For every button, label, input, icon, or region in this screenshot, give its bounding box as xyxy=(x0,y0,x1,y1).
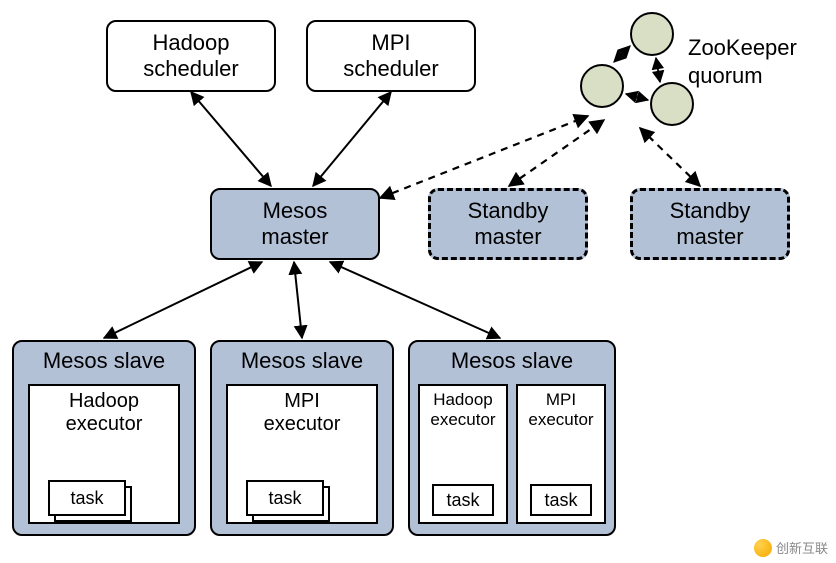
task-0-0-0: task xyxy=(48,480,126,516)
task-1-0-0: task xyxy=(246,480,324,516)
zookeeper-node-1 xyxy=(580,64,624,108)
executor-2-0-label: Hadoopexecutor xyxy=(430,390,495,430)
task-2-0-0: task xyxy=(432,484,494,516)
mesos-slave-2-title: Mesos slave xyxy=(410,348,614,374)
hadoop-sched: Hadoopscheduler xyxy=(106,20,276,92)
standby1: Standbymaster xyxy=(428,188,588,260)
executor-2-1-label: MPIexecutor xyxy=(528,390,593,430)
watermark-text: 创新互联 xyxy=(776,538,828,557)
watermark-logo-icon xyxy=(754,539,772,557)
watermark: 创新互联 xyxy=(754,538,828,557)
mpi-sched-label: MPIscheduler xyxy=(343,30,438,83)
task-2-1-0: task xyxy=(530,484,592,516)
standby2: Standbymaster xyxy=(630,188,790,260)
standby1-label: Standbymaster xyxy=(468,198,549,251)
executor-0-0-label: Hadoopexecutor xyxy=(66,390,143,436)
executor-1-0-label: MPIexecutor xyxy=(264,390,341,436)
zookeeper-node-0 xyxy=(630,12,674,56)
mesos-master: Mesosmaster xyxy=(210,188,380,260)
mesos-slave-0-title: Mesos slave xyxy=(14,348,194,374)
mpi-sched: MPIscheduler xyxy=(306,20,476,92)
standby2-label: Standbymaster xyxy=(670,198,751,251)
hadoop-sched-label: Hadoopscheduler xyxy=(143,30,238,83)
mesos-master-label: Mesosmaster xyxy=(261,198,328,251)
mesos-slave-1-title: Mesos slave xyxy=(212,348,392,374)
zookeeper-label: ZooKeeperquorum xyxy=(688,34,797,89)
